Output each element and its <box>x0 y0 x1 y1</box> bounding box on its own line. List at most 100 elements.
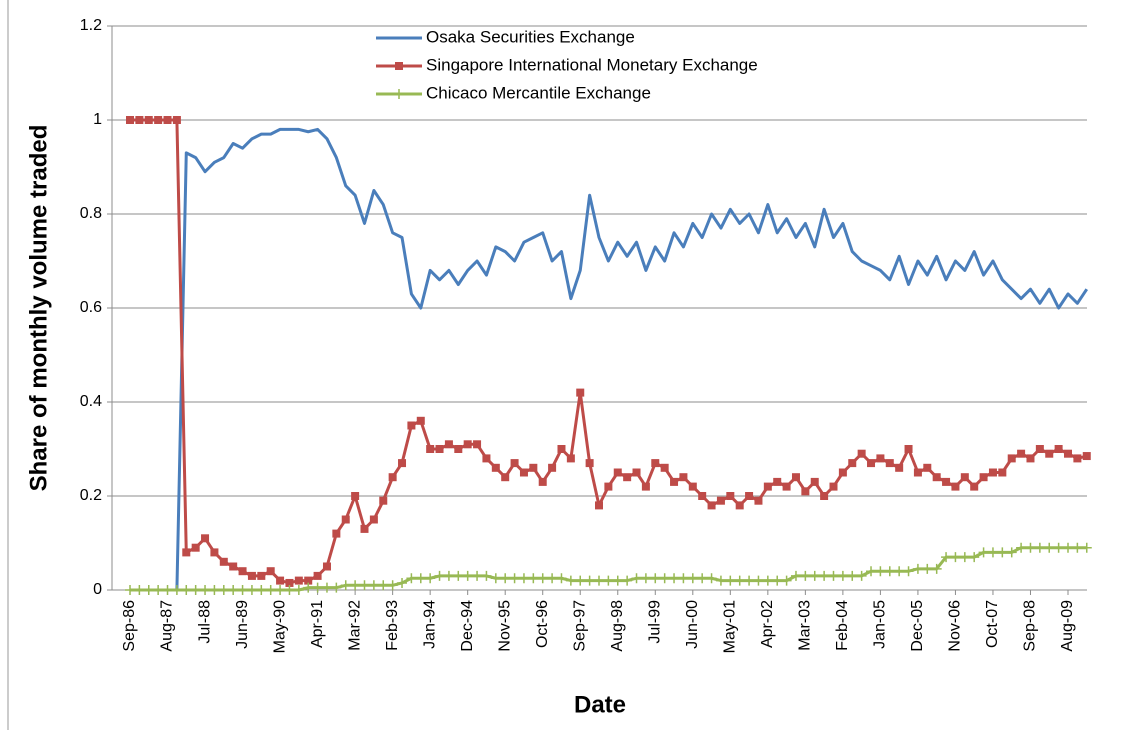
marker <box>210 548 219 557</box>
marker <box>623 473 632 482</box>
marker <box>640 573 651 584</box>
marker <box>313 571 322 580</box>
marker <box>791 473 800 482</box>
marker <box>884 566 895 577</box>
marker <box>172 116 181 124</box>
x-tick-label: Feb-04 <box>834 600 851 651</box>
marker <box>726 492 735 500</box>
marker <box>669 573 680 584</box>
marker <box>856 570 867 581</box>
marker <box>463 440 472 449</box>
marker <box>810 477 819 486</box>
marker <box>603 575 614 586</box>
marker <box>256 585 267 595</box>
marker <box>435 445 444 453</box>
marker <box>126 116 134 124</box>
marker <box>651 459 660 468</box>
marker <box>359 580 370 591</box>
marker <box>518 573 529 584</box>
marker <box>707 501 716 510</box>
marker <box>631 573 642 584</box>
marker <box>1073 454 1082 463</box>
x-tick-label: Oct-07 <box>984 600 1001 648</box>
marker <box>885 459 894 468</box>
marker <box>706 573 717 584</box>
marker <box>1035 445 1044 453</box>
marker <box>942 477 951 486</box>
marker <box>209 585 220 595</box>
marker <box>528 573 539 584</box>
marker <box>931 563 942 574</box>
marker <box>950 552 961 563</box>
marker <box>828 570 839 581</box>
marker <box>1034 542 1045 553</box>
marker <box>753 575 764 586</box>
marker <box>895 463 904 472</box>
marker <box>941 552 952 563</box>
marker <box>275 585 286 595</box>
marker <box>1007 454 1016 463</box>
marker <box>321 582 332 593</box>
x-tick-label: Apr-91 <box>309 600 326 648</box>
marker <box>415 573 426 584</box>
y-tick-label: 0.2 <box>80 487 102 504</box>
marker <box>397 577 408 588</box>
marker <box>585 459 594 468</box>
series-line <box>130 127 1089 592</box>
x-tick-label: May-90 <box>271 600 288 653</box>
marker <box>838 468 847 477</box>
x-tick-label: Aug-87 <box>159 600 176 652</box>
marker <box>867 459 876 468</box>
y-tick-label: 0.6 <box>80 299 102 316</box>
marker <box>201 534 210 543</box>
y-axis-title: Share of monthly volume traded <box>25 125 52 492</box>
x-tick-label: Jun-89 <box>234 600 251 649</box>
marker <box>790 570 801 581</box>
marker <box>678 573 689 584</box>
marker <box>229 562 238 571</box>
marker <box>1054 445 1063 453</box>
x-tick-label: Mar-92 <box>346 600 363 651</box>
marker <box>978 547 989 558</box>
marker <box>1044 542 1055 553</box>
marker <box>462 570 473 581</box>
marker <box>1082 452 1091 461</box>
marker <box>819 570 830 581</box>
marker <box>548 463 557 472</box>
marker <box>388 473 397 482</box>
marker <box>595 501 603 510</box>
marker <box>444 440 453 449</box>
marker <box>951 482 960 491</box>
marker <box>265 585 276 595</box>
marker <box>351 492 360 500</box>
x-tick-label: Jul-88 <box>196 600 213 644</box>
marker <box>162 585 173 595</box>
marker <box>557 445 566 453</box>
marker <box>1063 542 1073 553</box>
marker <box>304 576 313 585</box>
marker <box>912 563 923 574</box>
marker <box>847 570 858 581</box>
marker <box>612 575 623 586</box>
y-tick-label: 0 <box>93 581 102 598</box>
marker <box>894 566 905 577</box>
marker <box>660 463 669 472</box>
marker <box>604 482 613 491</box>
marker <box>519 468 528 477</box>
marker <box>509 573 520 584</box>
marker <box>659 573 670 584</box>
y-tick-label: 1 <box>93 111 102 128</box>
marker <box>670 477 679 486</box>
legend-label: Chicaco Mercantile Exchange <box>426 83 651 102</box>
x-tick-label: Nov-95 <box>496 600 513 652</box>
marker <box>247 571 256 580</box>
marker <box>257 571 266 580</box>
x-tick-label: Feb-93 <box>384 600 401 651</box>
marker <box>163 116 172 124</box>
marker <box>443 570 454 581</box>
marker <box>425 573 436 584</box>
marker <box>762 575 773 586</box>
marker <box>350 580 361 591</box>
marker <box>238 567 247 576</box>
marker <box>369 515 378 524</box>
